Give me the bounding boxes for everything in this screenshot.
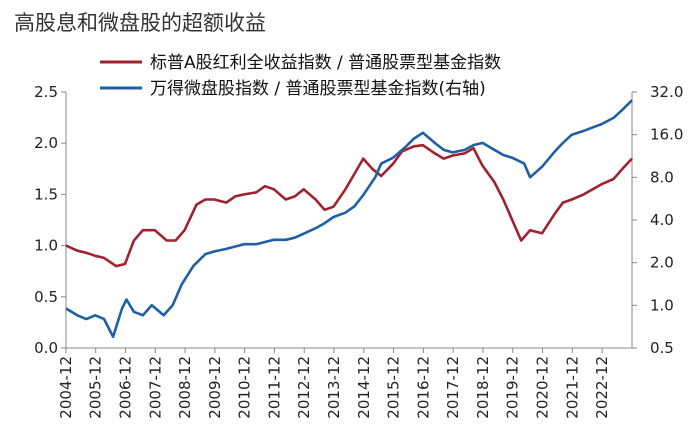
right-y-tick-label: 16.0 (650, 126, 683, 144)
x-tick-label: 2021-12 (563, 356, 581, 419)
x-tick-label: 2022-12 (593, 356, 611, 419)
left-y-ticks: 0.0 0.5 1.0 1.5 2.0 2.5 (34, 83, 66, 357)
x-tick-label: 2015-12 (385, 356, 403, 419)
chart-title: 高股息和微盘股的超额收益 (14, 11, 266, 35)
legend-item-series-2: 万得微盘股指数 / 普通股票型基金指数(右轴) (100, 79, 486, 99)
series-line-dividend (65, 143, 633, 268)
x-ticks: 2004-12 2005-12 2006-12 2007-12 2008-12 2009-… (57, 348, 611, 419)
x-tick-label: 2010-12 (236, 356, 254, 419)
x-tick-label: 2017-12 (444, 356, 462, 419)
x-tick-label: 2005-12 (87, 356, 105, 419)
legend-label-series-1: 标普A股红利全收益指数 / 普通股票型基金指数 (150, 53, 501, 73)
left-y-tick-label: 2.5 (34, 83, 58, 101)
left-y-tick-label: 1.0 (34, 237, 58, 255)
x-tick-label: 2012-12 (295, 356, 313, 419)
right-y-tick-label: 0.5 (650, 339, 674, 357)
x-tick-label: 2011-12 (265, 356, 283, 419)
left-y-tick-label: 0.0 (34, 339, 58, 357)
left-y-tick-label: 0.5 (34, 288, 58, 306)
right-y-tick-label: 2.0 (650, 254, 674, 272)
right-y-tick-label: 4.0 (650, 211, 674, 229)
x-tick-label: 2018-12 (474, 356, 492, 419)
legend: 标普A股红利全收益指数 / 普通股票型基金指数 万得微盘股指数 / 普通股票型基… (100, 53, 501, 99)
x-tick-label: 2019-12 (504, 356, 522, 419)
left-y-tick-label: 1.5 (34, 185, 58, 203)
right-y-ticks: 0.5 1.0 2.0 4.0 8.0 16.0 32.0 (632, 83, 683, 357)
right-y-tick-label: 8.0 (650, 168, 674, 186)
legend-label-series-2: 万得微盘股指数 / 普通股票型基金指数(右轴) (150, 79, 486, 99)
x-tick-label: 2016-12 (414, 356, 432, 419)
left-y-tick-label: 2.0 (34, 134, 58, 152)
series-line-microcap (65, 99, 633, 339)
plot-area: 0.0 0.5 1.0 1.5 2.0 2.5 0.5 1.0 2.0 4.0 8.0 16.0 32… (34, 83, 683, 419)
x-tick-label: 2004-12 (57, 356, 75, 419)
series-lines (65, 99, 633, 339)
x-tick-label: 2014-12 (355, 356, 373, 419)
x-tick-label: 2006-12 (116, 356, 134, 419)
right-y-tick-label: 1.0 (650, 296, 674, 314)
right-y-tick-label: 32.0 (650, 83, 683, 101)
legend-item-series-1: 标普A股红利全收益指数 / 普通股票型基金指数 (100, 53, 501, 73)
x-tick-label: 2009-12 (206, 356, 224, 419)
x-tick-label: 2013-12 (325, 356, 343, 419)
x-tick-label: 2020-12 (534, 356, 552, 419)
x-tick-label: 2008-12 (176, 356, 194, 419)
x-tick-label: 2007-12 (146, 356, 164, 419)
